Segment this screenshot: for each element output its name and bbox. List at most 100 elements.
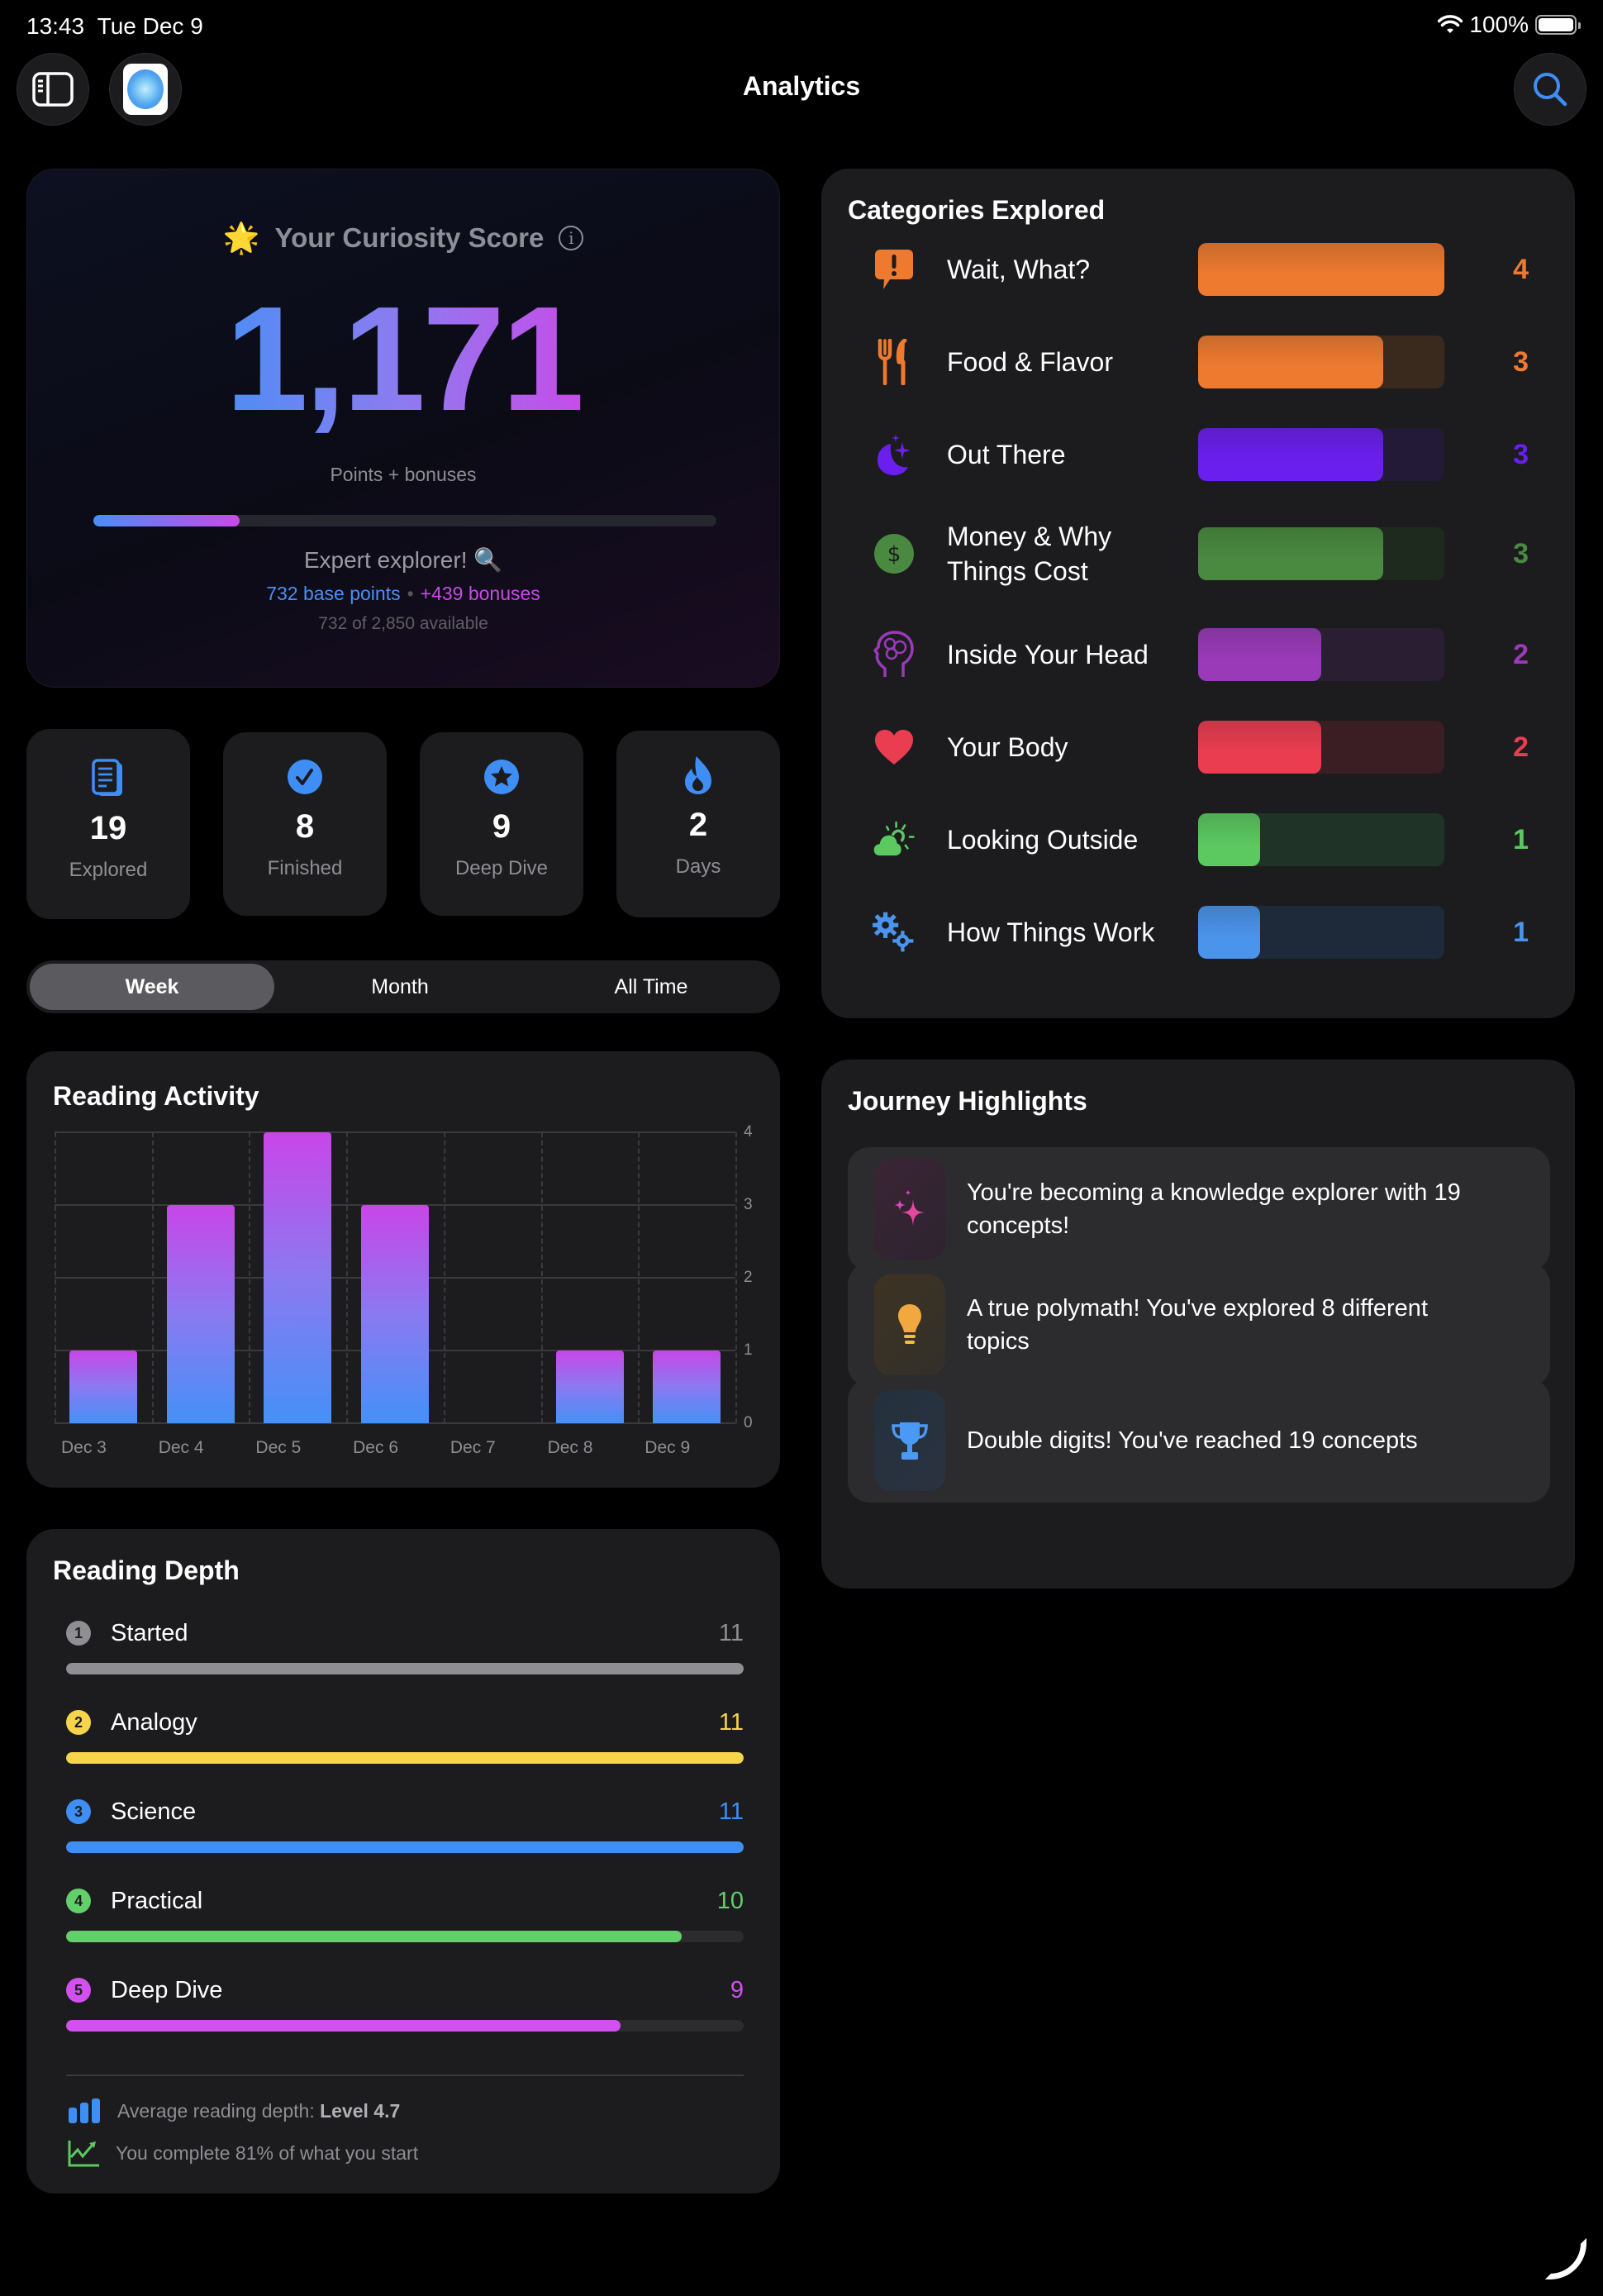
stat-deep-dive: 9 Deep Dive [420,732,583,916]
score-progress-fill [93,515,240,526]
depth-row-analogy: 2 Analogy 11 [66,1706,744,1764]
gridline [55,1131,735,1133]
y-tick-label: 4 [744,1123,753,1141]
category-count: 1 [1513,916,1529,948]
category-count: 3 [1513,438,1529,470]
category-progress-bar [1198,428,1444,481]
highlight-text: Double digits! You've reached 19 concept… [967,1427,1418,1454]
depth-progress-bar [66,1931,744,1942]
page-title: Analytics [742,71,861,101]
gridline-vertical [540,1132,543,1423]
category-count: 2 [1513,731,1529,763]
category-label: Wait, What? [947,255,1091,284]
status-time: 13:43 Tue Dec 9 [26,13,203,40]
search-button[interactable] [1514,53,1586,126]
highlight-item: Double digits! You've reached 19 concept… [848,1379,1550,1503]
info-icon[interactable]: i [559,226,584,250]
depth-progress-fill [66,1931,683,1942]
completion-note: You complete 81% of what you start [68,2139,418,2167]
category-count: 3 [1513,345,1529,378]
tab-all-time[interactable]: All Time [614,974,688,998]
category-row-out-there[interactable]: Out There 3 [821,428,1575,481]
bar-dec-6[interactable] [361,1205,430,1423]
journey-title: Journey Highlights [848,1086,1087,1116]
y-tick-label: 2 [744,1269,753,1286]
depth-label: Science [111,1798,197,1825]
category-row-your-body[interactable]: Your Body 2 [821,721,1575,774]
bar-dec-5[interactable] [264,1132,332,1423]
category-progress-fill [1198,813,1260,866]
category-row-food-flavor[interactable]: Food & Flavor 3 [821,336,1575,388]
gridline-vertical [735,1132,737,1423]
stat-days: 2 Days [616,731,780,917]
level-number-badge: 2 [66,1710,91,1735]
categories-explored-card: Categories Explored Wait, What? 4 Food & F… [821,169,1575,1018]
app-logo-icon [123,64,168,115]
chart-bars-icon [69,2098,100,2123]
category-label: Inside Your Head [947,640,1149,669]
category-row-looking-outside[interactable]: Looking Outside 1 [821,813,1575,866]
sparkles-icon [874,1159,945,1260]
reading-activity-card: Reading Activity 0 1 2 3 4 Dec 3 Dec 4 Dec 5 Dec… [26,1051,780,1488]
bar-dec-8[interactable] [555,1350,624,1423]
highlight-item: You're becoming a knowledge explorer wit… [848,1147,1550,1271]
search-icon [1534,73,1567,107]
document-icon [90,759,126,798]
depth-label: Practical [111,1887,203,1914]
category-progress-bar [1198,628,1444,681]
battery-icon [1535,15,1581,35]
category-row-how-things-work[interactable]: How Things Work 1 [821,906,1575,959]
gridline [55,1422,735,1424]
depth-count: 11 [718,1798,744,1825]
category-count: 2 [1513,638,1529,670]
flame-icon [680,755,716,795]
category-progress-fill [1198,527,1383,580]
category-row-inside-your-head[interactable]: Inside Your Head 2 [821,628,1575,681]
bar-dec-3[interactable] [69,1350,137,1423]
category-label: Money & Why Things Cost [947,522,1112,586]
stat-finished: 8 Finished [223,732,387,916]
trend-up-icon [68,2141,99,2167]
bonus-points: +439 bonuses [420,583,540,604]
completion-text: You complete 81% of what you start [116,2141,419,2164]
depth-row-header: 2 Analogy 11 [66,1706,744,1739]
depth-progress-bar [66,2020,744,2032]
reading-depth-title: Reading Depth [53,1555,240,1585]
average-depth-note: Average reading depth: Level 4.7 [68,2098,400,2124]
level-number-badge: 4 [66,1889,91,1913]
tab-week[interactable]: Week [30,964,274,1010]
x-tick-label: Dec 8 [547,1438,593,1457]
journey-highlights-card: Journey Highlights You're becoming a kno… [821,1060,1575,1589]
category-row-wait-what[interactable]: Wait, What? 4 [821,243,1575,296]
stat-value: 19 [89,810,127,846]
score-level: Expert explorer! 🔍 [303,547,503,573]
base-points: 732 base points [266,583,401,604]
category-progress-fill [1198,336,1383,388]
app-icon-button[interactable] [109,53,182,126]
stat-label: Explored [69,859,148,881]
category-row-money-why-things-cost[interactable]: $ Money & Why Things Cost 3 [821,522,1575,586]
score-available: 732 of 2,850 available [318,614,488,633]
gridline-vertical [55,1132,56,1423]
gridline-vertical [443,1132,445,1423]
stat-label: Days [675,855,721,878]
status-right: 100% [1438,12,1581,38]
score-header: 🌟 Your Curiosity Score i [27,221,779,255]
depth-row-header: 3 Science 11 [66,1795,744,1828]
tab-month[interactable]: Month [371,974,429,998]
x-tick-label: Dec 5 [255,1438,302,1457]
depth-row-practical: 4 Practical 10 [66,1884,744,1942]
date: Tue Dec 9 [97,13,203,39]
depth-count: 11 [718,1708,744,1736]
stat-value: 9 [492,808,511,845]
stat-value: 8 [295,808,315,845]
category-progress-bar [1198,336,1444,388]
glowing-star-icon: 🌟 [222,221,260,255]
cloud-sun-icon [873,817,916,863]
bar-dec-9[interactable] [653,1350,721,1423]
depth-count: 10 [716,1887,744,1914]
sidebar-toggle-button[interactable] [17,53,89,126]
depth-row-header: 4 Practical 10 [66,1884,744,1917]
bar-dec-4[interactable] [166,1205,235,1423]
gridline-vertical [249,1132,251,1423]
